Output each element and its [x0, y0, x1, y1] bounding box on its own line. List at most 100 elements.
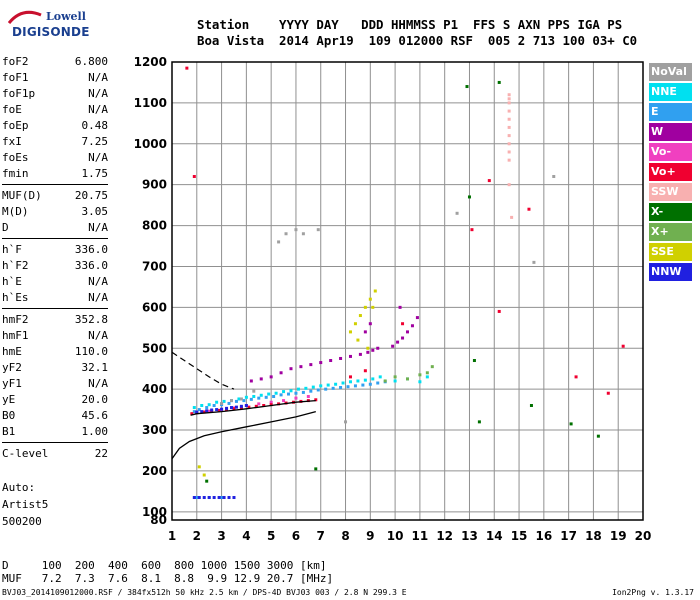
x-tick-label: 9: [366, 529, 374, 543]
point-nnw: [212, 496, 216, 500]
point-nne: [418, 380, 422, 384]
legend-item-ssw: SSW: [649, 183, 692, 201]
point-w: [391, 344, 395, 348]
x-tick-label: 2: [193, 529, 201, 543]
x-tick-label: 17: [560, 529, 577, 543]
point-w: [339, 356, 343, 360]
point-x: [477, 420, 481, 424]
point-w: [279, 371, 283, 375]
point-e: [249, 397, 253, 401]
param-separator: [2, 442, 108, 443]
legend-item-e: E: [649, 103, 692, 121]
point-nne: [334, 382, 338, 386]
point-w: [401, 336, 405, 340]
point-ssw: [507, 150, 511, 154]
point-nnw: [227, 496, 231, 500]
point-nnw: [225, 406, 229, 410]
point-vo: [190, 412, 194, 416]
point-sse: [356, 338, 360, 342]
y-tick-label: 100: [142, 505, 167, 519]
point-w: [249, 379, 253, 383]
x-tick-label: 20: [635, 529, 652, 543]
point-vo: [294, 396, 298, 400]
point-nnw: [200, 410, 204, 414]
point-nne: [371, 377, 375, 381]
param-row: hmF2 352.8: [2, 312, 108, 328]
point-x: [569, 422, 573, 426]
param-name: h`Es: [2, 291, 29, 304]
point-e: [294, 391, 298, 395]
point-noval: [532, 260, 536, 264]
point-nne: [267, 392, 271, 396]
point-nne: [192, 406, 196, 410]
param-value: 336.0: [74, 243, 108, 256]
x-tick-label: 8: [341, 529, 349, 543]
param-value: N/A: [88, 71, 108, 84]
point-noval: [284, 232, 288, 236]
point-x: [497, 80, 501, 84]
point-nne: [425, 375, 429, 379]
point-nnw: [207, 496, 211, 500]
point-w: [319, 361, 323, 365]
legend-item-vo: Vo+: [649, 163, 692, 181]
param-name: B1: [2, 425, 16, 438]
point-vo: [207, 409, 211, 413]
point-e: [376, 381, 380, 385]
muf-row: MUF 7.2 7.3 7.6 8.1 8.8 9.9 12.9 20.7 [M…: [2, 572, 334, 585]
digisonde-logo: Lowell DIGISONDE: [6, 6, 106, 42]
point-sse: [366, 346, 370, 350]
point-x: [596, 434, 600, 438]
param-value: N/A: [88, 275, 108, 288]
point-vo: [606, 391, 610, 395]
param-name: C-level: [2, 447, 49, 460]
param-value: N/A: [88, 291, 108, 304]
x-tick-label: 10: [387, 529, 404, 543]
point-noval: [220, 401, 224, 405]
point-nne: [326, 383, 330, 387]
point-e: [316, 388, 320, 392]
y-tick-label: 700: [142, 259, 167, 273]
point-nne: [304, 386, 308, 390]
point-nnw: [210, 408, 214, 412]
x-tick-label: 1: [168, 529, 176, 543]
point-nne: [222, 399, 226, 403]
point-sse: [373, 289, 377, 293]
y-tick-label: 80: [150, 513, 167, 527]
distance-muf-table: D 100 200 400 600 800 1000 1500 3000 [km…: [2, 559, 333, 585]
legend-item-noval: NoVal: [649, 63, 692, 81]
point-noval: [277, 240, 281, 244]
y-tick-label: 1000: [134, 137, 167, 151]
point-vo: [202, 410, 206, 414]
point-x: [406, 377, 409, 381]
point-nne: [319, 384, 323, 388]
param-name: hmE: [2, 345, 22, 358]
point-vo: [269, 400, 273, 404]
point-vo: [262, 404, 266, 407]
y-tick-label: 1200: [134, 55, 167, 69]
point-nnw: [215, 408, 219, 412]
point-nne: [259, 393, 263, 397]
point-x: [314, 467, 318, 471]
point-x: [472, 359, 476, 363]
legend-item-nnw: NNW: [649, 263, 692, 281]
param-row: yF2 32.1: [2, 360, 108, 376]
param-name: D: [2, 221, 9, 234]
legend-item-x: X+: [649, 223, 692, 241]
point-vo: [185, 66, 189, 70]
point-nnw: [205, 409, 209, 413]
point-vo: [232, 407, 236, 411]
point-vo: [574, 375, 578, 379]
param-name: foEs: [2, 151, 29, 164]
point-nnw: [192, 496, 196, 500]
point-e: [227, 401, 231, 405]
param-name: yF2: [2, 361, 22, 374]
param-row: MUF(D) 20.75: [2, 188, 108, 204]
point-sse: [368, 297, 372, 301]
point-x: [425, 371, 429, 375]
point-w: [269, 375, 273, 379]
param-row: foF1p N/A: [2, 86, 108, 102]
point-sse: [358, 314, 362, 318]
param-name: hmF1: [2, 329, 29, 342]
param-name: h`F2: [2, 259, 29, 272]
point-w: [406, 330, 409, 334]
